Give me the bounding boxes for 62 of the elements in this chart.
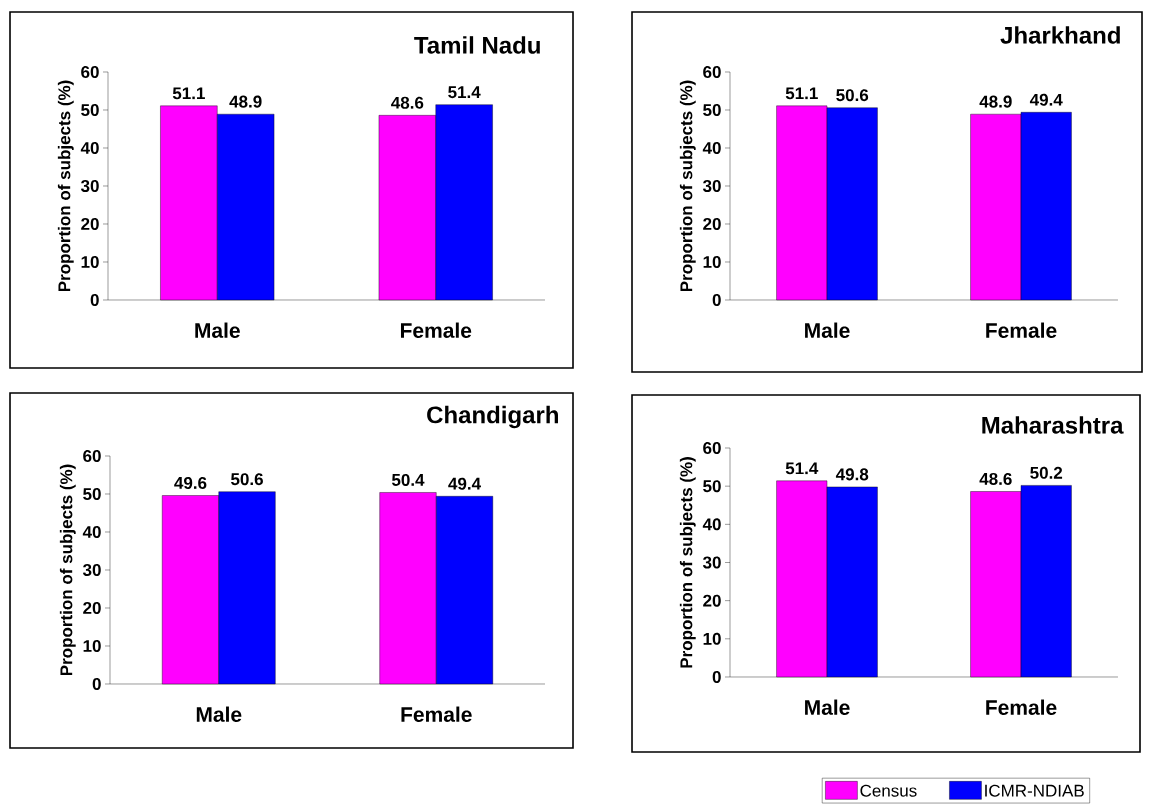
y-tick-label: 40 (82, 525, 101, 539)
y-tick-label: 60 (83, 449, 101, 463)
y-axis-title: Proportion of subjects (%) (57, 80, 74, 292)
y-axis-title: Proportion of subjects (%) (679, 457, 696, 668)
data-label: 49.8 (835, 468, 869, 481)
y-tick-label: 10 (83, 639, 101, 653)
legend-label: ICMR-NDIAB (985, 784, 1084, 797)
y-tick-label: 30 (702, 556, 721, 569)
data-label: 49.4 (1029, 93, 1063, 106)
data-label: 50.6 (836, 89, 869, 102)
y-tick-label: 60 (703, 441, 721, 455)
y-tick-label: 20 (703, 217, 721, 231)
x-tick-label: Female (986, 322, 1057, 338)
x-tick-label: Male (195, 322, 240, 338)
y-tick-label: 40 (702, 518, 721, 531)
chart-title: Jharkhand (1000, 26, 1120, 44)
data-label: 51.1 (785, 87, 818, 100)
y-tick-label: 0 (712, 670, 721, 684)
x-tick-label: Female (986, 699, 1057, 715)
chart-title: Maharashtra (982, 416, 1124, 434)
y-axis-title: Proportion of subjects (%) (679, 80, 696, 292)
y-tick-label: 20 (703, 594, 721, 607)
data-label: 48.6 (979, 472, 1012, 485)
y-tick-label: 60 (703, 65, 721, 79)
data-label: 50.6 (231, 473, 263, 486)
y-tick-label: 30 (80, 179, 99, 193)
legend-label: Census (860, 784, 917, 797)
x-tick-label: Female (400, 322, 472, 338)
data-label: 50.4 (391, 473, 425, 486)
y-tick-label: 20 (83, 601, 101, 615)
y-tick-label: 30 (82, 563, 101, 577)
data-label: 49.4 (448, 477, 481, 490)
y-tick-label: 40 (80, 141, 99, 155)
y-tick-label: 50 (703, 480, 721, 493)
y-tick-label: 10 (81, 255, 99, 269)
x-tick-label: Male (196, 706, 242, 722)
y-tick-label: 0 (712, 293, 721, 307)
data-label: 48.9 (979, 95, 1012, 108)
x-tick-label: Male (805, 322, 850, 338)
y-tick-label: 0 (90, 293, 99, 307)
data-label: 48.6 (391, 96, 424, 109)
chart-title: Tamil Nadu (414, 36, 540, 54)
y-tick-label: 20 (81, 217, 99, 231)
y-tick-label: 10 (703, 255, 721, 269)
data-label: 51.4 (785, 462, 819, 475)
y-axis-title: Proportion of subjects (%) (59, 464, 76, 676)
y-tick-label: 50 (83, 487, 101, 501)
x-tick-label: Female (401, 706, 472, 722)
y-tick-label: 50 (703, 103, 721, 117)
y-tick-label: 40 (702, 141, 721, 155)
y-tick-label: 0 (92, 677, 101, 691)
y-tick-label: 30 (702, 179, 721, 193)
data-label: 50.2 (1030, 466, 1063, 479)
data-label: 51.4 (448, 86, 481, 99)
data-label: 49.6 (174, 476, 207, 489)
data-label: 48.9 (229, 95, 262, 108)
chart-title: Chandigarh (427, 405, 558, 429)
y-tick-label: 10 (703, 632, 721, 645)
y-tick-label: 60 (81, 65, 99, 79)
y-tick-label: 50 (81, 103, 99, 117)
x-tick-label: Male (805, 699, 850, 715)
data-label: 51.1 (172, 87, 205, 100)
